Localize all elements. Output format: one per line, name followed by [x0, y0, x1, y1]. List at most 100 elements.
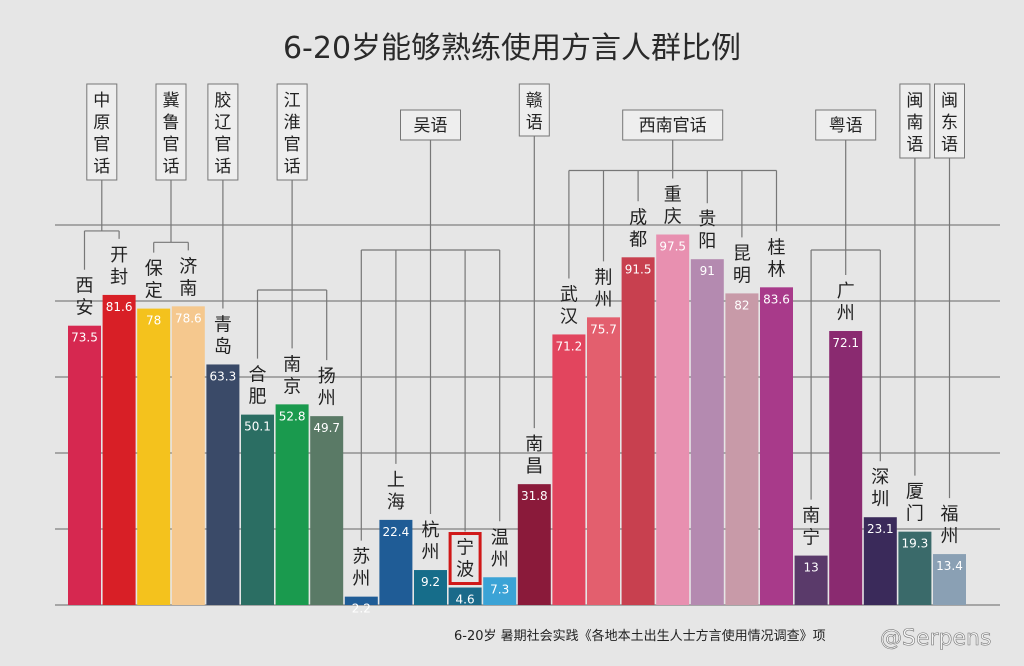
- category-label: 青岛: [214, 314, 232, 357]
- bar: [448, 587, 482, 605]
- group-connector: [256, 180, 328, 361]
- category-label: 福州: [941, 504, 959, 547]
- category-label: 荆州: [595, 267, 613, 310]
- bar: [310, 416, 344, 605]
- value-label: 63.3: [210, 369, 237, 383]
- bar: [656, 234, 690, 605]
- group-box: [815, 109, 877, 141]
- category-label: 合肥: [249, 365, 267, 408]
- category-label: 杭州: [422, 520, 440, 563]
- group-connector: [153, 180, 189, 253]
- value-label: 7.3: [490, 582, 509, 596]
- group-box: [899, 83, 931, 159]
- watermark: @Serpens: [880, 626, 991, 651]
- bar: [483, 577, 517, 605]
- bar: [690, 259, 724, 605]
- value-label: 22.4: [383, 525, 410, 539]
- group-label: 闽南语: [906, 91, 923, 155]
- value-label: 73.5: [71, 331, 98, 345]
- group-box: [622, 109, 724, 141]
- group-label: 江淮官话: [284, 91, 301, 177]
- value-label: 72.1: [832, 336, 859, 350]
- value-label: 23.1: [867, 522, 894, 536]
- value-label: 2.2: [352, 602, 371, 616]
- category-label: 成都: [629, 207, 647, 250]
- category-label: 苏州: [352, 547, 370, 590]
- bars: 73.5 81.6 78 78.6 63.3 50.1 52.8 49.7 2.2 22.4 9.2…: [68, 234, 966, 616]
- value-label: 13.4: [936, 559, 963, 573]
- group-label: 胶辽官话: [214, 91, 231, 177]
- group-connector: [360, 140, 501, 541]
- value-label: 81.6: [106, 300, 133, 314]
- bar: [379, 519, 413, 605]
- category-label: 南昌: [525, 434, 543, 477]
- bar: [414, 570, 447, 605]
- category-label: 贵阳: [698, 209, 716, 252]
- value-label: 78.6: [175, 311, 202, 325]
- value-label: 71.2: [556, 339, 583, 353]
- group-label: 吴语: [414, 116, 448, 136]
- dialect-group-trees: 中原官话 冀鲁官话 胶辽官话 江淮官话 吴语 赣语 西南官话 粤语 闽南语 闽东语: [83, 83, 965, 541]
- value-label: 97.5: [659, 240, 686, 254]
- value-label: 83.6: [763, 292, 790, 306]
- category-label: 扬州: [318, 366, 336, 409]
- chart-title: 6-20岁能够熟练使用方言人群比例: [283, 31, 741, 66]
- value-label: 49.7: [313, 421, 340, 435]
- bar: [829, 331, 863, 605]
- group-connector: [568, 140, 778, 279]
- category-label: 济南: [179, 256, 197, 299]
- category-label: 南宁: [802, 506, 820, 549]
- bar: [863, 517, 897, 605]
- bar: [933, 554, 966, 605]
- value-label: 19.3: [902, 537, 929, 551]
- category-label: 厦门: [906, 482, 924, 525]
- group-label: 冀鲁官话: [163, 91, 180, 177]
- bar: [241, 414, 274, 605]
- bar: [587, 317, 620, 605]
- category-label: 昆明: [733, 243, 751, 286]
- group-box: [155, 83, 187, 181]
- bar: [344, 596, 378, 605]
- group-box: [207, 83, 239, 181]
- category-label: 桂林: [768, 237, 786, 280]
- bar: [621, 257, 655, 605]
- value-label: 4.6: [456, 593, 475, 607]
- group-connector: [810, 140, 881, 500]
- category-label: 西安: [76, 276, 94, 319]
- value-label: 13: [803, 561, 818, 575]
- value-label: 82: [734, 298, 749, 312]
- bar: [102, 294, 136, 605]
- bar: [725, 293, 759, 605]
- bar: [898, 531, 932, 605]
- group-box: [518, 83, 550, 137]
- group-label: 粤语: [829, 116, 863, 136]
- bar: [760, 287, 793, 605]
- group-label: 闽东语: [941, 91, 958, 155]
- highlight-box: [448, 532, 482, 586]
- group-connector: [83, 180, 120, 270]
- group-box: [934, 83, 965, 159]
- category-label: 广州: [837, 281, 855, 324]
- category-label: 温州: [491, 527, 509, 570]
- value-label: 78: [146, 314, 161, 328]
- category-label: 宁波: [456, 538, 474, 581]
- bar: [517, 484, 551, 605]
- group-label: 中原官话: [93, 91, 110, 177]
- source-note: 6-20岁 暑期社会实践《各地本土出生人士方言使用情况调查》项: [454, 628, 826, 644]
- category-label: 南京: [283, 354, 301, 397]
- bar: [794, 555, 828, 605]
- value-label: 31.8: [521, 489, 548, 503]
- bar: [275, 404, 309, 605]
- category-label: 深圳: [871, 467, 889, 510]
- category-label: 开封: [110, 245, 128, 288]
- value-label: 52.8: [279, 409, 306, 423]
- category-label: 保定: [145, 259, 163, 302]
- value-label: 75.7: [590, 322, 617, 336]
- category-label: 武汉: [560, 284, 578, 327]
- bar: [552, 334, 586, 605]
- group-label: 西南官话: [639, 116, 707, 136]
- bar: [137, 308, 171, 605]
- value-label: 50.1: [244, 420, 271, 434]
